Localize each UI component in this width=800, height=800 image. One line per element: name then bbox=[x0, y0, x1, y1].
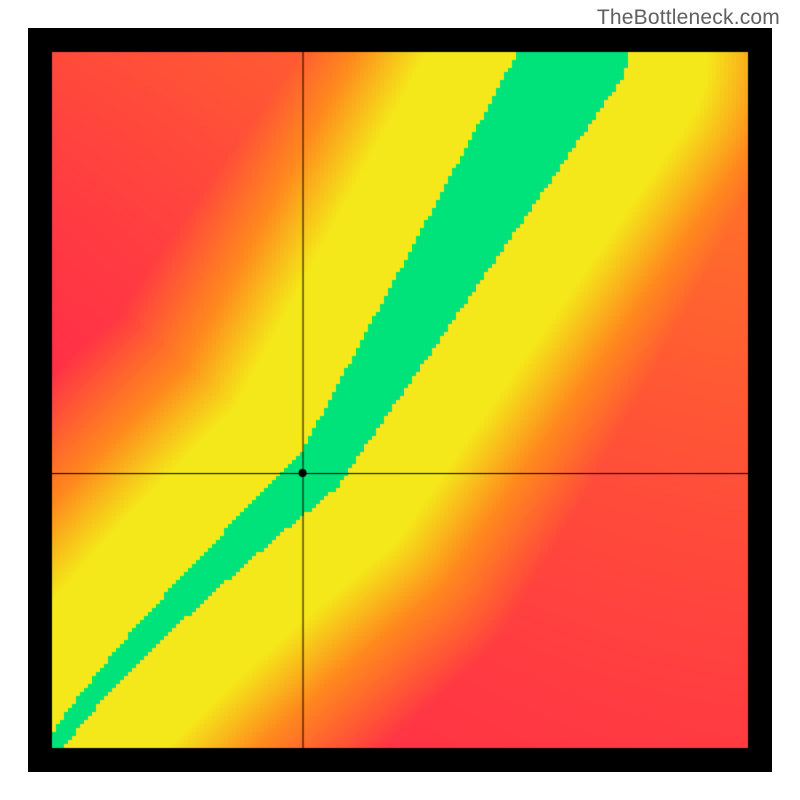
root: TheBottleneck.com bbox=[0, 0, 800, 800]
watermark-text: TheBottleneck.com bbox=[597, 6, 780, 30]
heatmap-canvas bbox=[28, 28, 772, 772]
chart-frame bbox=[28, 28, 772, 772]
